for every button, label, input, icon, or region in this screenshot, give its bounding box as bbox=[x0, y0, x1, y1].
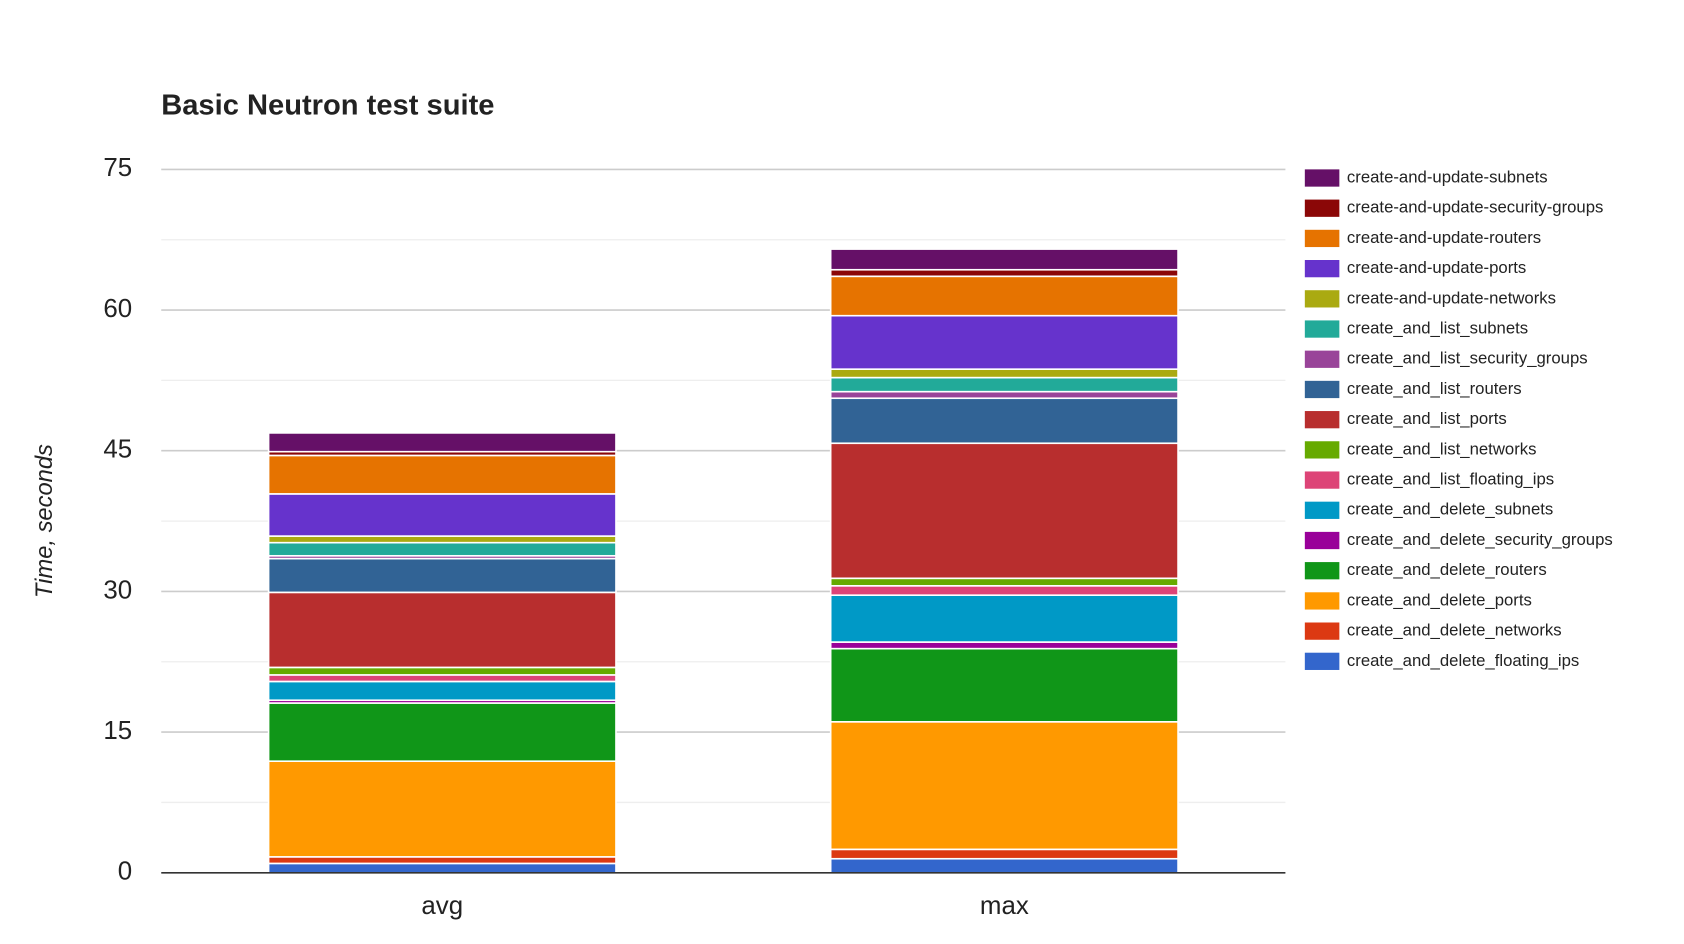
bar-segment bbox=[267, 760, 617, 858]
bar-segment bbox=[267, 493, 617, 537]
legend-swatch bbox=[1304, 501, 1340, 519]
x-tick-label: max bbox=[980, 892, 1029, 920]
legend-swatch bbox=[1304, 229, 1340, 248]
bar-segment bbox=[267, 432, 617, 453]
legend-label: create_and_list_networks bbox=[1347, 439, 1537, 458]
bar-segment bbox=[267, 454, 617, 495]
legend-swatch bbox=[1304, 260, 1340, 278]
legend-swatch bbox=[1304, 290, 1340, 308]
legend-label: create_and_list_floating_ips bbox=[1347, 470, 1554, 489]
legend-swatch bbox=[1304, 441, 1340, 459]
y-tick-label: 15 bbox=[103, 717, 132, 745]
legend-label: create_and_delete_floating_ips bbox=[1347, 651, 1579, 670]
legend-label: create_and_delete_routers bbox=[1347, 560, 1547, 579]
legend-swatch bbox=[1304, 350, 1340, 368]
legend-swatch bbox=[1304, 652, 1340, 670]
y-tick-label: 30 bbox=[103, 576, 132, 604]
bar-segment bbox=[829, 390, 1179, 400]
bar-segment bbox=[267, 541, 617, 557]
legend-label: create-and-update-security-groups bbox=[1347, 198, 1604, 217]
legend-label: create-and-update-networks bbox=[1347, 288, 1556, 307]
legend-label: create_and_list_routers bbox=[1347, 379, 1522, 398]
bar-segment bbox=[267, 591, 617, 669]
bar-segment bbox=[829, 376, 1179, 393]
bar-segment bbox=[267, 680, 617, 702]
legend-label: create_and_delete_subnets bbox=[1347, 500, 1553, 519]
legend-label: create_and_list_security_groups bbox=[1347, 349, 1588, 368]
legend-swatch bbox=[1304, 592, 1340, 610]
legend-label: create-and-update-ports bbox=[1347, 258, 1526, 277]
y-tick-label: 45 bbox=[103, 436, 132, 464]
y-tick-label: 0 bbox=[118, 858, 132, 886]
bar-segment bbox=[829, 577, 1179, 587]
y-tick-label: 75 bbox=[103, 154, 132, 182]
legend-swatch bbox=[1304, 380, 1340, 399]
bar-segment bbox=[267, 702, 617, 762]
bar-segment bbox=[267, 535, 617, 544]
legend-label: create_and_delete_ports bbox=[1347, 590, 1532, 609]
bar-segment bbox=[267, 856, 617, 865]
bar-segment bbox=[829, 584, 1179, 596]
bar-segment bbox=[829, 248, 1179, 271]
bar-segment bbox=[829, 594, 1179, 643]
bar-segment bbox=[267, 666, 617, 676]
bar-segment bbox=[829, 397, 1179, 445]
bar-segment bbox=[829, 442, 1179, 580]
bar-segment bbox=[829, 647, 1179, 723]
legend-label: create_and_delete_security_groups bbox=[1347, 530, 1613, 549]
chart-title: Basic Neutron test suite bbox=[161, 89, 494, 121]
legend-label: create_and_delete_networks bbox=[1347, 621, 1562, 640]
x-tick-label: avg bbox=[421, 892, 463, 920]
bar-segment bbox=[267, 557, 617, 594]
bar-segment bbox=[829, 275, 1179, 317]
legend-label: create_and_list_ports bbox=[1347, 409, 1507, 428]
bar-segment bbox=[829, 857, 1179, 874]
legend-label: create_and_list_subnets bbox=[1347, 318, 1528, 337]
legend-swatch bbox=[1304, 320, 1340, 338]
bar-segment bbox=[829, 268, 1179, 278]
y-tick-label: 60 bbox=[103, 295, 132, 323]
legend-swatch bbox=[1304, 471, 1340, 489]
bar-segment bbox=[829, 848, 1179, 860]
legend-label: create-and-update-subnets bbox=[1347, 167, 1548, 186]
legend-swatch bbox=[1304, 169, 1340, 187]
bar-segment bbox=[829, 314, 1179, 370]
legend-swatch bbox=[1304, 562, 1340, 580]
legend-label: create-and-update-routers bbox=[1347, 228, 1541, 247]
bar-segment bbox=[829, 720, 1179, 851]
legend-swatch bbox=[1304, 531, 1340, 550]
bar-segment bbox=[267, 674, 617, 683]
bar-segment bbox=[829, 368, 1179, 379]
y-axis-title: Time, seconds bbox=[32, 444, 58, 598]
legend-swatch bbox=[1304, 411, 1340, 429]
bar-segment bbox=[829, 641, 1179, 650]
bar-segment bbox=[267, 862, 617, 874]
legend-swatch bbox=[1304, 622, 1340, 640]
legend-swatch bbox=[1304, 199, 1340, 217]
